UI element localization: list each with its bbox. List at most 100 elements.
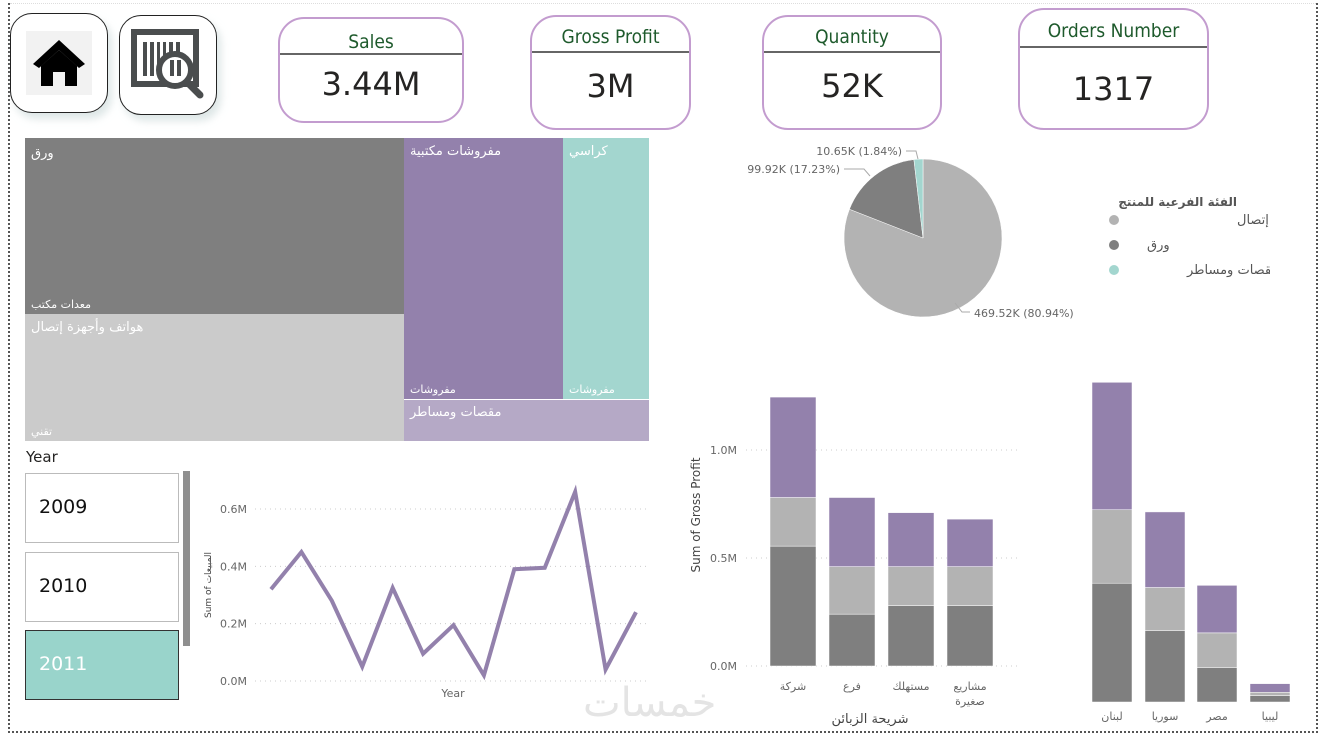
treemap-group-label: تقني: [31, 425, 53, 438]
slicer-title: Year: [26, 448, 58, 466]
pie-data-label: 99.92K (17.23%): [747, 163, 840, 176]
top-divider: [10, 3, 1316, 4]
treemap-tile-label: مفروشات مكتبية: [410, 144, 502, 159]
bar-segment: [887, 566, 935, 606]
kpi-title: Sales: [348, 31, 394, 53]
x-tick-label: صغيرة: [955, 695, 985, 708]
kpi-divider: [280, 53, 462, 55]
legend-title: الفئة الفرعية للمنتج: [1118, 195, 1237, 209]
home-icon: [26, 31, 92, 95]
x-tick-label: لبنان: [1101, 710, 1122, 723]
x-tick-label: فرع: [843, 680, 861, 693]
bar-segment: [1091, 382, 1133, 511]
slicer-item-2009[interactable]: 2009: [25, 473, 179, 543]
treemap-tile-label: مقصات ومساطر: [410, 405, 502, 420]
bar-segment: [946, 518, 994, 567]
barcode-search-button[interactable]: [119, 15, 217, 115]
x-tick-label: مشاريع: [953, 680, 986, 693]
x-axis-title: شريحة الزبائن: [831, 712, 908, 727]
bar-segment: [828, 613, 876, 667]
bar-segment: [1196, 667, 1238, 703]
bar-chart-country: لبنان سوريا مصر ليبيا: [1091, 382, 1291, 723]
treemap-tile[interactable]: هواتف وأجهزة إتصال تقني: [25, 314, 404, 441]
pie-data-label: 10.65K (1.84%): [816, 145, 902, 158]
bar-segment: [1196, 585, 1238, 634]
bar-segment: [1144, 511, 1186, 588]
slicer-scrollbar[interactable]: [183, 471, 190, 646]
x-tick-label: مصر: [1205, 710, 1228, 723]
barcode-search-icon: [131, 26, 205, 104]
treemap-group-label: معدات مكتب: [31, 298, 91, 311]
bar-segment: [828, 497, 876, 567]
treemap-tile[interactable]: مقصات ومساطر: [404, 399, 649, 441]
bar-chart-customer-segment: 0.0M 0.5M 1.0M شركة فرع مستهلك مشاريع صغيرة شريح…: [689, 396, 1020, 727]
home-button[interactable]: [10, 13, 108, 113]
treemap-tile-label: كراسي: [569, 144, 608, 159]
pie-slice: [913, 158, 924, 239]
y-tick-label: 0.2M: [220, 618, 247, 631]
kpi-title: Gross Profit: [561, 26, 660, 48]
bar-segment: [1249, 683, 1291, 693]
y-tick-label: 0.4M: [220, 560, 247, 573]
legend-item: هواتف وأجهزة إتصال: [1237, 211, 1270, 228]
y-axis-title: Sum of المبيعات: [204, 552, 214, 618]
kpi-title: Quantity: [815, 26, 889, 48]
kpi-card-sales: Sales 3.44M: [278, 17, 464, 123]
kpi-value: 52K: [821, 67, 883, 105]
bar-segment: [1196, 632, 1238, 668]
bar-segment: [769, 497, 817, 547]
bar-segment: [946, 566, 994, 606]
bar-segment: [1091, 582, 1133, 703]
line-series: [269, 484, 638, 681]
bar-segment: [1091, 509, 1133, 584]
pie-leader-line: [844, 168, 871, 177]
page-frame: [8, 0, 1318, 733]
bar-segment: [828, 566, 876, 615]
watermark: خمسات: [583, 680, 717, 726]
treemap-tile-label: ورق: [31, 146, 54, 161]
bar-segment: [946, 605, 994, 667]
legend-item: مقصات ومساطر: [1186, 263, 1270, 278]
bar-segment: [887, 512, 935, 567]
slicer-item-2010[interactable]: 2010: [25, 552, 179, 622]
kpi-value: 1317: [1072, 70, 1155, 108]
kpi-card-gross-profit: Gross Profit 3M: [530, 15, 691, 130]
x-axis-title: Year: [440, 687, 465, 700]
bar-segment: [1144, 587, 1186, 631]
x-tick-label: سوريا: [1152, 710, 1179, 723]
line-chart: 0.0M 0.2M 0.4M 0.6M Year Sum of المبيعات: [204, 484, 650, 700]
x-tick-label: ليبيا: [1262, 710, 1279, 723]
y-tick-label: 1.0M: [710, 444, 737, 457]
pie-leader-line: [954, 302, 970, 313]
y-tick-label: 0.6M: [220, 503, 247, 516]
x-tick-label: شركة: [780, 680, 806, 693]
pie-chart: 469.52K (80.94%) 99.92K (17.23%) 10.65K (1…: [747, 145, 1270, 320]
kpi-card-quantity: Quantity 52K: [762, 15, 942, 130]
kpi-title: Orders Number: [1047, 20, 1180, 42]
treemap-group-label: مفروشات: [569, 383, 615, 396]
kpi-divider: [532, 51, 689, 53]
legend-marker: [1109, 265, 1119, 275]
legend-item: ورق: [1147, 238, 1170, 253]
treemap-tile[interactable]: كراسي مفروشات: [563, 138, 649, 399]
legend-marker: [1109, 240, 1119, 250]
bar-segment: [1144, 630, 1186, 703]
y-axis-title: Sum of Gross Profit: [689, 457, 703, 572]
treemap-tile-label: هواتف وأجهزة إتصال: [31, 320, 144, 335]
pie-slice: [849, 159, 924, 239]
treemap-tile[interactable]: مفروشات مكتبية مفروشات: [404, 138, 563, 399]
treemap-tile[interactable]: ورق معدات مكتب: [25, 138, 404, 314]
y-tick-label: 0.5M: [710, 552, 737, 565]
bar-segment: [1249, 692, 1291, 696]
bar-segment: [769, 545, 817, 667]
slicer-item-2011[interactable]: 2011: [25, 630, 179, 700]
kpi-divider: [764, 51, 940, 53]
kpi-divider: [1020, 46, 1207, 48]
kpi-card-orders-number: Orders Number 1317: [1018, 8, 1209, 130]
bar-segment: [887, 605, 935, 667]
x-tick-label: مستهلك: [892, 680, 929, 693]
bar-segment: [769, 396, 817, 498]
bar-segment: [1249, 695, 1291, 703]
kpi-value: 3.44M: [321, 65, 421, 103]
kpi-value: 3M: [586, 67, 635, 105]
